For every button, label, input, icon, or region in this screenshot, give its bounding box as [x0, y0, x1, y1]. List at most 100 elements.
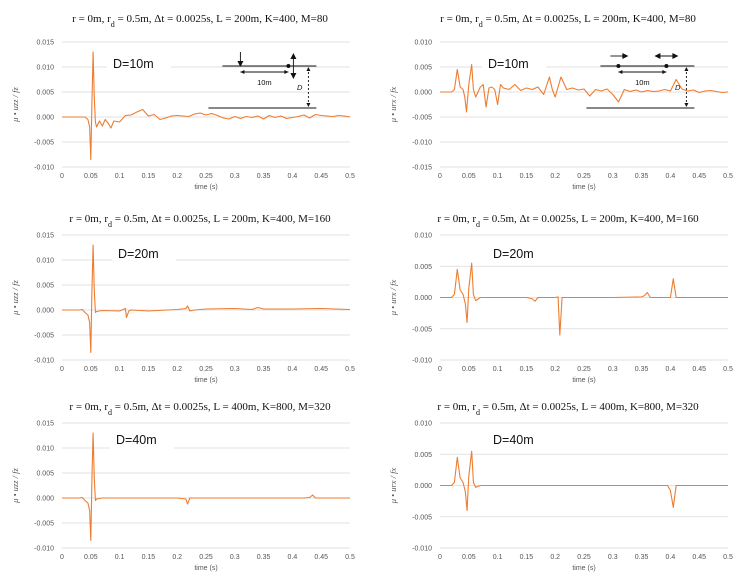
y-tick-label: -0.005	[34, 333, 54, 340]
chart-panel-2: r = 0m, rd = 0.5m, Δt = 0.0025s, L = 200…	[388, 13, 733, 191]
x-tick-label: 0.1	[115, 173, 125, 180]
y-tick-label: -0.005	[412, 326, 432, 333]
x-tick-label: 0.3	[230, 366, 240, 373]
x-tick-label: 0.05	[84, 366, 98, 373]
x-tick-label: 0.45	[692, 366, 706, 373]
chart-panel-3: r = 0m, rd = 0.5m, Δt = 0.0025s, L = 200…	[10, 213, 355, 384]
up-arrow-icon	[290, 53, 297, 59]
panel-label: D=20m	[493, 247, 534, 261]
right-arrow-icon	[622, 53, 629, 59]
up-arrow-icon	[306, 67, 311, 71]
y-tick-label: 0.000	[414, 295, 432, 302]
x-tick-label: 0.2	[172, 554, 182, 561]
x-tick-label: 0.15	[520, 366, 534, 373]
x-tick-label: 0.05	[462, 554, 476, 561]
y-axis-label: μ • uzz / fz	[10, 86, 20, 122]
y-tick-label: 0.005	[36, 90, 54, 97]
down-arrow-icon	[684, 103, 689, 107]
x-tick-label: 0.1	[493, 366, 503, 373]
x-tick-label: 0.45	[692, 173, 706, 180]
x-tick-label: 0.3	[608, 554, 618, 561]
y-axis-label: μ • uzz / fz	[10, 467, 20, 503]
x-axis-label: time (s)	[194, 184, 217, 191]
y-tick-label: 0.010	[36, 258, 54, 265]
chart-panel-5: r = 0m, rd = 0.5m, Δt = 0.0025s, L = 400…	[10, 401, 355, 572]
x-tick-label: 0.5	[723, 366, 733, 373]
panel-label-background	[107, 55, 171, 73]
y-tick-label: -0.015	[412, 165, 432, 172]
x-tick-label: 0.2	[550, 173, 560, 180]
x-tick-label: 0	[438, 173, 442, 180]
x-tick-label: 0.15	[142, 173, 156, 180]
down-arrow-icon	[306, 103, 311, 107]
x-tick-label: 0.1	[115, 366, 125, 373]
x-tick-label: 0.35	[635, 554, 649, 561]
y-tick-label: 0.010	[36, 65, 54, 72]
schematic-inset: 10m D	[208, 52, 317, 109]
chart-title: r = 0m, rd = 0.5m, Δt = 0.0025s, L = 400…	[69, 401, 331, 417]
x-tick-label: 0	[60, 173, 64, 180]
schematic-inset: 10m D	[586, 53, 695, 109]
x-tick-label: 0.25	[199, 173, 213, 180]
chart-panel-4: r = 0m, rd = 0.5m, Δt = 0.0025s, L = 200…	[388, 213, 733, 384]
chart-title: r = 0m, rd = 0.5m, Δt = 0.0025s, L = 200…	[440, 13, 696, 29]
y-tick-label: 0.000	[36, 115, 54, 122]
y-axis-label: μ • urx / fx	[388, 279, 398, 316]
y-tick-label: 0.010	[414, 40, 432, 47]
left-arrow-icon	[618, 70, 623, 74]
x-tick-label: 0.1	[493, 554, 503, 561]
series-line-1	[62, 51, 351, 161]
y-tick-label: -0.005	[412, 115, 432, 122]
x-tick-label: 0.4	[288, 554, 298, 561]
x-tick-label: 0	[60, 366, 64, 373]
y-tick-label: 0.010	[36, 446, 54, 453]
x-tick-label: 0.25	[577, 173, 591, 180]
series-line-1	[440, 63, 729, 113]
x-tick-label: 0	[438, 554, 442, 561]
y-tick-label: 0.000	[414, 90, 432, 97]
chart-title: r = 0m, rd = 0.5m, Δt = 0.0025s, L = 400…	[437, 401, 699, 417]
x-tick-label: 0.4	[666, 173, 676, 180]
x-tick-label: 0.45	[314, 173, 328, 180]
inset-depth-label: D	[675, 83, 681, 92]
panel-label-background	[487, 245, 551, 263]
x-tick-label: 0.05	[84, 173, 98, 180]
x-tick-label: 0.3	[608, 366, 618, 373]
x-tick-label: 0.45	[314, 554, 328, 561]
x-tick-label: 0.5	[723, 554, 733, 561]
y-axis-label: μ • urx / fx	[388, 86, 398, 123]
y-tick-label: 0.000	[414, 483, 432, 490]
x-axis-label: time (s)	[572, 377, 595, 384]
x-tick-label: 0.4	[288, 366, 298, 373]
panel-label: D=10m	[488, 57, 529, 71]
y-tick-label: -0.005	[34, 140, 54, 147]
x-tick-label: 0.15	[142, 366, 156, 373]
x-tick-label: 0.3	[230, 173, 240, 180]
y-tick-label: -0.005	[412, 514, 432, 521]
y-tick-label: 0.005	[414, 65, 432, 72]
chart-panel-6: r = 0m, rd = 0.5m, Δt = 0.0025s, L = 400…	[388, 401, 733, 572]
x-tick-label: 0	[438, 366, 442, 373]
x-tick-label: 0.4	[288, 173, 298, 180]
x-tick-label: 0.25	[199, 366, 213, 373]
x-tick-label: 0.2	[550, 366, 560, 373]
series-line-1	[62, 432, 350, 542]
right-arrow-icon	[662, 70, 667, 74]
y-tick-label: 0.010	[414, 233, 432, 240]
panel-label-background	[112, 245, 176, 263]
x-tick-label: 0.15	[520, 554, 534, 561]
inset-spacing-label: 10m	[635, 78, 650, 87]
x-tick-label: 0.1	[493, 173, 503, 180]
series-line-1	[440, 450, 728, 512]
x-tick-label: 0.2	[550, 554, 560, 561]
x-tick-label: 0.35	[635, 366, 649, 373]
y-tick-label: 0.005	[414, 452, 432, 459]
x-tick-label: 0.05	[462, 173, 476, 180]
panel-label: D=40m	[116, 433, 157, 447]
y-tick-label: -0.010	[412, 546, 432, 553]
y-tick-label: 0.000	[36, 496, 54, 503]
x-axis-label: time (s)	[572, 184, 595, 191]
x-tick-label: 0.25	[199, 554, 213, 561]
panel-label: D=10m	[113, 57, 154, 71]
